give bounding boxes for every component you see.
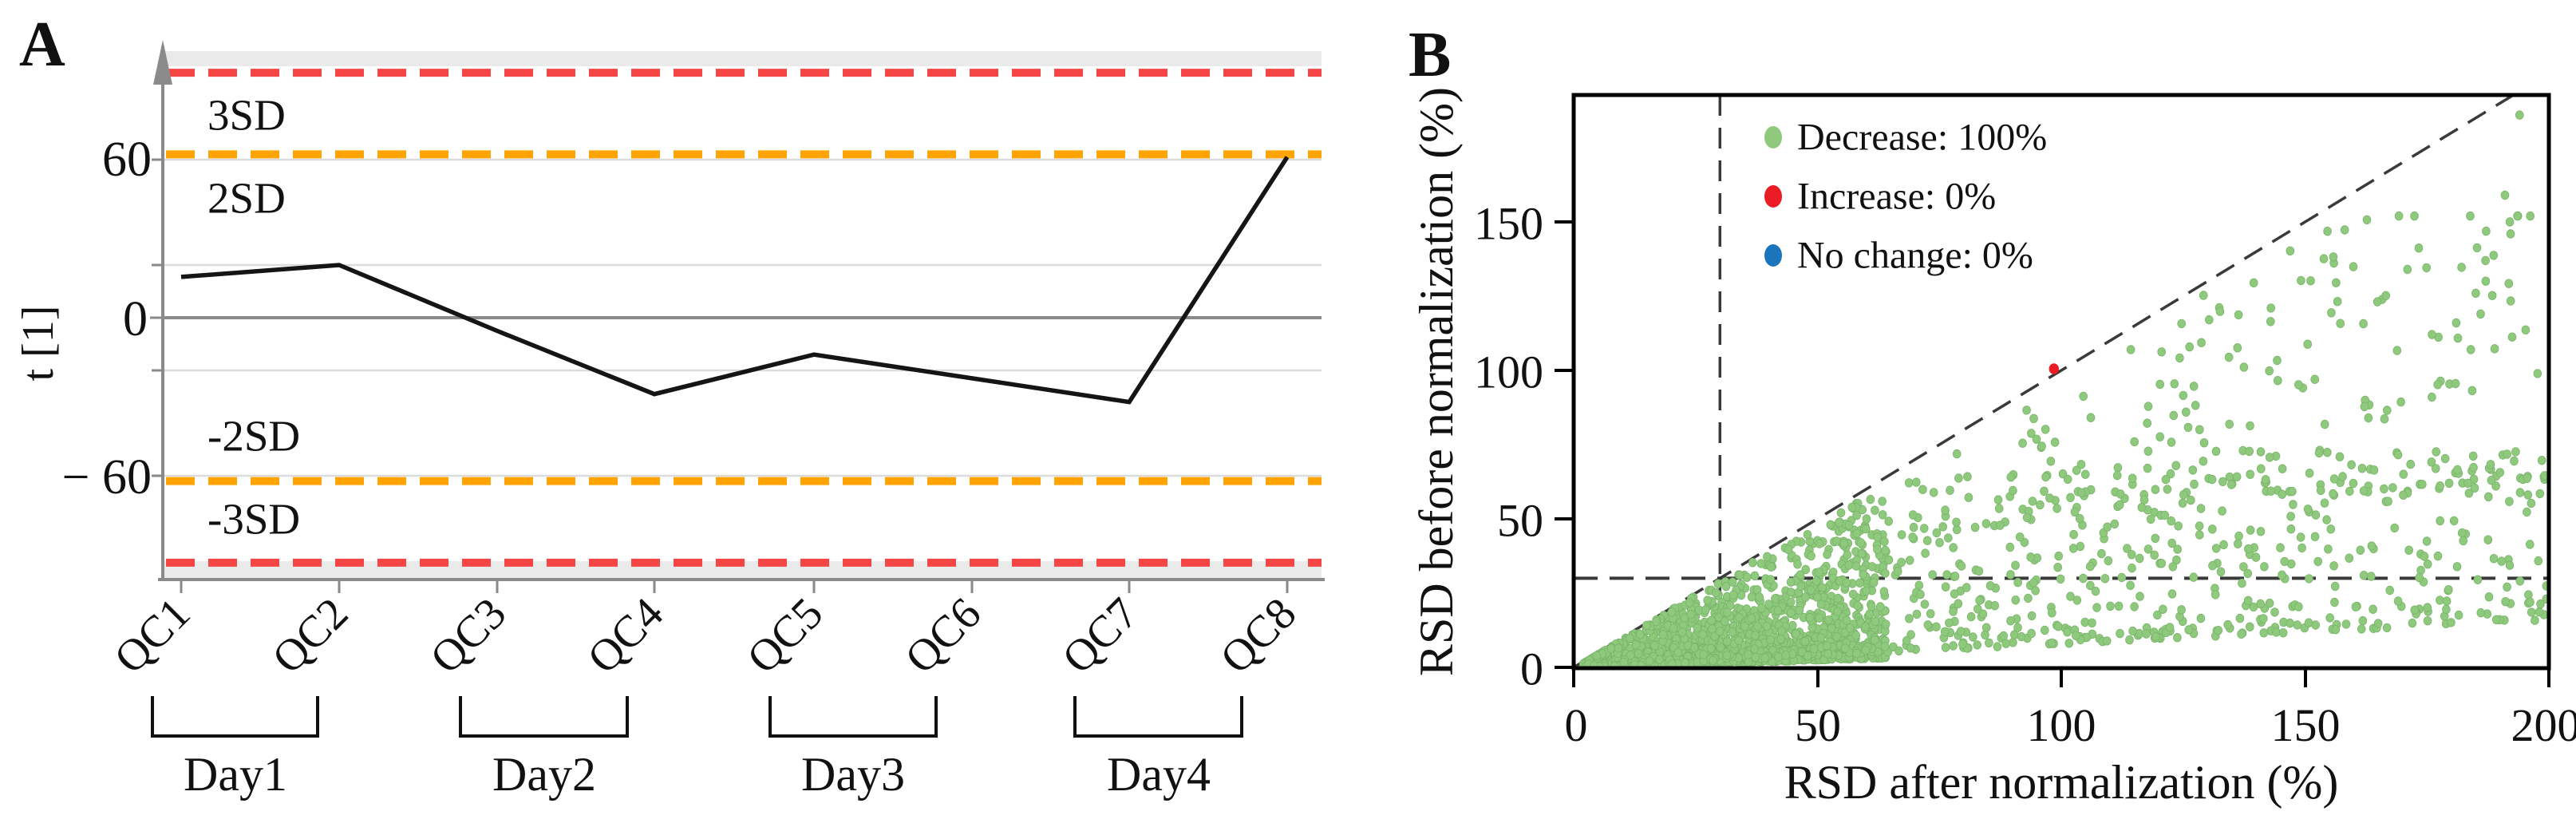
- panel-a-ytick-m60: − 60: [62, 450, 152, 505]
- legend-marker-decrease-icon: [1764, 126, 1782, 148]
- panel-b-y-axis-title: RSD before normalization (%): [1410, 87, 1463, 676]
- y-axis-arrow-icon: [153, 40, 172, 85]
- panel-a-ytick-60: 60: [102, 133, 152, 187]
- legend-label-decrease: Decrease: 100%: [1797, 117, 2047, 159]
- sd-label-m3sd: -3SD: [207, 495, 300, 544]
- panel-a-ytick-0: 0: [123, 292, 148, 346]
- legend-label-increase: Increase: 0%: [1797, 176, 1996, 218]
- scatter-points-decrease: [1578, 110, 2549, 668]
- panel-b-frame: [1555, 93, 2551, 687]
- panel-a-label: A: [19, 10, 65, 80]
- day-label-2: Day2: [492, 748, 596, 801]
- legend-marker-nochange-icon: [1764, 244, 1782, 267]
- panel-b-plot-layer: [1574, 95, 2549, 668]
- panel-a: A t [1] 60 0 − 60 3SD 2SD -2SD -3SD QC1 …: [14, 10, 1325, 801]
- panel-b-label: B: [1409, 20, 1451, 90]
- panel-a-edge-bands: [163, 51, 1322, 579]
- sd-label-3sd: 3SD: [207, 91, 286, 140]
- panel-b-xtick-0: 0: [1565, 699, 1588, 751]
- sd-label-m2sd: -2SD: [207, 412, 300, 461]
- panel-b-xtick-100: 100: [2027, 699, 2096, 751]
- xtick-label-qc8: QC8: [1211, 588, 1306, 683]
- day-label-1: Day1: [184, 748, 287, 801]
- xtick-label-qc6: QC6: [896, 588, 991, 683]
- panel-b-ytick-100: 100: [1474, 346, 1543, 398]
- panel-a-axes: [150, 40, 1325, 593]
- panel-b-xtick-50: 50: [1795, 699, 1841, 751]
- legend: Decrease: 100% Increase: 0% No change: 0…: [1764, 117, 2047, 277]
- panel-b-ytick-0: 0: [1520, 643, 1543, 695]
- panel-b: B RSD before normalization (%) RSD after…: [1409, 20, 2576, 809]
- xtick-label-qc5: QC5: [738, 588, 833, 683]
- scatter-point-increase: [2049, 363, 2059, 374]
- panel-b-x-axis-title: RSD after normalization (%): [1784, 756, 2339, 809]
- panel-a-plot-layer: [163, 69, 1322, 567]
- day-group-brackets: [151, 696, 1243, 738]
- panel-a-y-axis-title: t [1]: [14, 306, 63, 382]
- xtick-label-qc1: QC1: [105, 588, 200, 683]
- panel-b-ytick-150: 150: [1474, 198, 1543, 250]
- panel-b-xtick-150: 150: [2271, 699, 2341, 751]
- panel-b-ytick-50: 50: [1497, 495, 1543, 547]
- day-label-3: Day3: [801, 748, 905, 801]
- sd-label-2sd: 2SD: [207, 174, 286, 223]
- legend-marker-increase-icon: [1764, 185, 1782, 208]
- xtick-label-qc7: QC7: [1053, 588, 1148, 683]
- day-label-4: Day4: [1107, 748, 1211, 801]
- xtick-label-qc4: QC4: [579, 588, 674, 683]
- xtick-label-qc2: QC2: [263, 588, 358, 683]
- xtick-label-qc3: QC3: [421, 588, 516, 683]
- panel-b-xtick-200: 200: [2511, 699, 2576, 751]
- legend-label-nochange: No change: 0%: [1797, 235, 2033, 277]
